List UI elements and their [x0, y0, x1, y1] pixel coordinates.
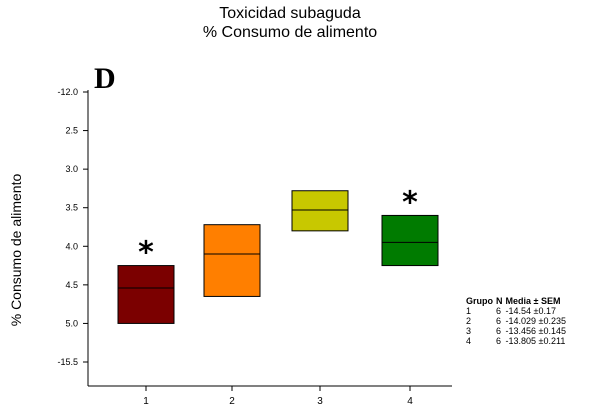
chart-subtitle: % Consumo de alimento — [202, 24, 378, 41]
x-tick-label: 4 — [407, 396, 413, 407]
legend-row: 4 6 -13.805 ±0.211 — [466, 336, 569, 346]
x-tick-label: 1 — [143, 396, 149, 407]
y-tick-label: 4.5 — [65, 280, 78, 290]
legend-header-mean: Media ± SEM — [505, 296, 561, 306]
legend-header-n: N — [496, 296, 503, 306]
legend-cell: 6 — [496, 316, 502, 326]
y-tick-label: 4.0 — [65, 241, 78, 251]
x-tick-label: 2 — [229, 396, 235, 407]
box-group-3 — [291, 190, 349, 232]
legend-cell: 3 — [466, 326, 472, 336]
legend-cell: 6 — [496, 336, 502, 346]
y-tick-label: 3.5 — [65, 203, 78, 213]
legend-cell: -14.54 ±0.17 — [505, 306, 556, 316]
x-tick-label: 3 — [317, 396, 323, 407]
box-group-2 — [203, 224, 261, 297]
legend-header-group: Grupo — [466, 296, 493, 306]
significance-asterisk: * — [402, 185, 418, 220]
legend-cell: 1 — [466, 306, 472, 316]
legend-row: 3 6 -13.456 ±0.145 — [466, 326, 569, 336]
legend-cell: 6 — [496, 306, 502, 316]
legend-row: 2 6 -14.029 ±0.235 — [466, 316, 569, 326]
y-tick-label: -15.5 — [57, 357, 78, 367]
legend-header-row: Grupo N Media ± SEM — [466, 296, 569, 306]
panel-letter: D — [94, 62, 116, 95]
legend-table: Grupo N Media ± SEM 1 6 -14.54 ±0.17 2 6… — [466, 296, 569, 346]
legend-cell: -14.029 ±0.235 — [505, 316, 567, 326]
legend-cell: 6 — [496, 326, 502, 336]
y-tick-label: 3.0 — [65, 164, 78, 174]
legend-cell: -13.805 ±0.211 — [505, 336, 566, 346]
legend-cell: 4 — [466, 336, 472, 346]
box-group-4 — [381, 214, 439, 267]
significance-asterisk: * — [138, 236, 154, 271]
box-group-1 — [117, 265, 175, 324]
chart-title: Toxicidad subaguda — [219, 5, 361, 22]
legend-cell: -13.456 ±0.145 — [505, 326, 567, 336]
legend-row: 1 6 -14.54 ±0.17 — [466, 306, 569, 316]
legend-cell: 2 — [466, 316, 472, 326]
y-tick-label: 2.5 — [65, 126, 78, 136]
y-tick-label: 5.0 — [65, 318, 78, 328]
y-tick-label: -12.0 — [57, 87, 78, 97]
